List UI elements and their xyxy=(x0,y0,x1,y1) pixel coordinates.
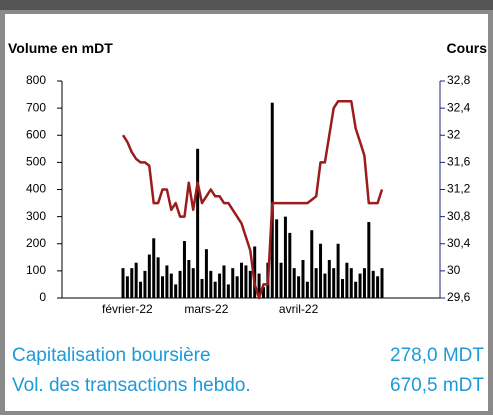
bar xyxy=(182,241,186,298)
bar xyxy=(283,216,287,298)
y2-tick-label: 29,6 xyxy=(447,290,471,304)
bar xyxy=(332,268,336,298)
y2-tick-label: 32,8 xyxy=(447,73,471,87)
bar xyxy=(319,243,323,298)
bar xyxy=(134,262,138,298)
bar xyxy=(218,273,222,298)
bar xyxy=(161,276,165,298)
bar xyxy=(196,148,200,298)
bar xyxy=(323,273,327,298)
y2-tick-label: 30,4 xyxy=(447,236,471,250)
info-label: Capitalisation boursière xyxy=(12,345,211,366)
bar xyxy=(253,246,257,298)
bar xyxy=(240,262,244,298)
bar xyxy=(310,230,314,298)
bar xyxy=(204,249,208,298)
bar xyxy=(301,260,305,298)
bar xyxy=(222,265,226,298)
bar xyxy=(143,270,147,298)
bar xyxy=(279,262,283,298)
y2-tick-label: 30,8 xyxy=(447,209,471,223)
y-tick-label: 0 xyxy=(39,290,46,304)
info-label: Vol. des transactions hebdo. xyxy=(12,375,251,396)
bar xyxy=(358,273,362,298)
bar xyxy=(340,279,344,298)
bar xyxy=(139,281,143,298)
bar xyxy=(178,270,182,298)
bar xyxy=(169,273,173,298)
y-tick-label: 300 xyxy=(26,209,46,223)
bar xyxy=(275,219,279,298)
y-tick-label: 600 xyxy=(26,127,46,141)
bar xyxy=(174,284,178,298)
bar xyxy=(209,270,213,298)
bar xyxy=(257,273,261,298)
bar xyxy=(371,270,375,298)
bar xyxy=(305,281,309,298)
y2-tick-label: 32 xyxy=(447,127,461,141)
y-tick-label: 100 xyxy=(26,263,46,277)
bar xyxy=(200,279,204,298)
y2-tick-label: 30 xyxy=(447,263,461,277)
bar xyxy=(130,268,134,298)
bar xyxy=(156,257,160,298)
y-tick-label: 800 xyxy=(26,73,46,87)
y-tick-label: 500 xyxy=(26,155,46,169)
bar xyxy=(152,238,156,298)
panel xyxy=(5,14,488,411)
bar xyxy=(327,260,331,298)
bar xyxy=(147,254,151,298)
bar xyxy=(261,287,265,298)
bar xyxy=(191,268,195,298)
bar xyxy=(121,268,125,298)
info-value: 278,0 MDT xyxy=(390,345,484,366)
y2-tick-label: 31,2 xyxy=(447,182,471,196)
y-tick-label: 700 xyxy=(26,100,46,114)
bar xyxy=(349,268,353,298)
bar xyxy=(376,276,380,298)
y-tick-label: 200 xyxy=(26,236,46,250)
x-tick-label: mars-22 xyxy=(184,302,228,316)
bar xyxy=(380,268,384,298)
bar xyxy=(345,262,349,298)
x-tick-label: avril-22 xyxy=(279,302,319,316)
bar xyxy=(367,222,371,298)
y2-tick-label: 32,4 xyxy=(447,100,471,114)
top-strip xyxy=(0,0,493,10)
bar xyxy=(125,276,129,298)
bar xyxy=(187,260,191,298)
bar xyxy=(362,268,366,298)
bar xyxy=(297,276,301,298)
bar xyxy=(336,243,340,298)
y-title: Volume en mDT xyxy=(8,40,113,56)
bar xyxy=(226,284,230,298)
bar xyxy=(248,270,252,298)
x-tick-label: février-22 xyxy=(102,302,153,316)
bar xyxy=(244,265,248,298)
bar xyxy=(270,102,274,298)
bar xyxy=(235,276,239,298)
bar xyxy=(213,281,217,298)
bar xyxy=(354,281,358,298)
price-line xyxy=(121,100,384,300)
y2-tick-label: 31,6 xyxy=(447,155,471,169)
y2-title: Cours xyxy=(447,40,488,56)
info-value: 670,5 mDT xyxy=(390,375,484,396)
bar xyxy=(314,268,318,298)
y-tick-label: 400 xyxy=(26,182,46,196)
bar xyxy=(292,268,296,298)
bar xyxy=(288,232,292,298)
bar xyxy=(231,268,235,298)
bar xyxy=(165,265,169,298)
